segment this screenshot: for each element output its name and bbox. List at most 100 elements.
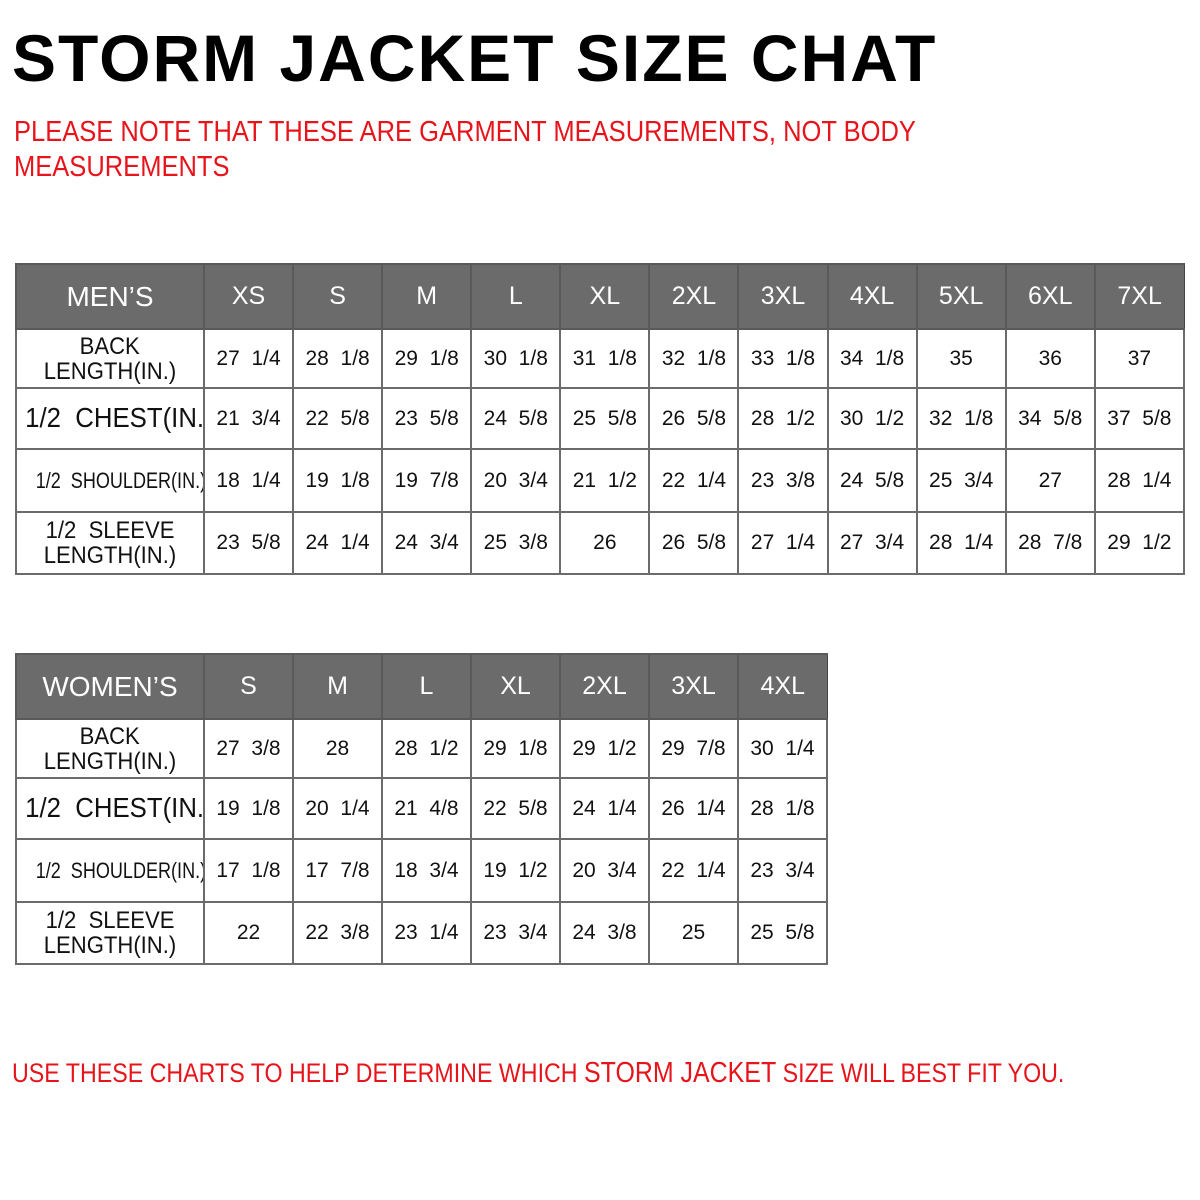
footer-note: USE THESE CHARTS TO HELP DETERMINE WHICH… (12, 1057, 1064, 1090)
measurement-value: 28 1/2 (381, 718, 472, 779)
measurement-value: 29 1/2 (1093, 511, 1186, 575)
measurement-value: 33 1/8 (737, 328, 829, 389)
measurement-value: 32 1/8 (915, 387, 1007, 450)
mens-header-row: MEN’S XS S M L XL 2XL 3XL 4XL 5XL 6XL 7XL (15, 263, 1185, 330)
size-header-l: L (381, 653, 472, 720)
measurement-value: 37 (1093, 328, 1186, 389)
measurement-label: 1/2 SHOULDER(IN.) (15, 838, 205, 903)
measurement-value: 21 3/4 (202, 387, 295, 450)
measurement-value: 25 5/8 (737, 901, 828, 965)
measurement-label-line-1: 1/2 CHEST(IN.) (25, 402, 204, 433)
size-header-xl: XL (470, 653, 561, 720)
measurement-label-line-1: BACK (79, 332, 141, 360)
measurement-value: 27 (1004, 448, 1096, 513)
measurement-value: 28 1/4 (915, 511, 1007, 575)
measurement-label-line-1: 1/2 SHOULDER(IN.) (35, 858, 204, 883)
size-header-m: M (381, 263, 472, 330)
measurement-value: 20 3/4 (559, 838, 650, 903)
measurement-label: 1/2 SLEEVE LENGTH(IN.) (15, 901, 205, 965)
measurement-row: 1/2 SLEEVE LENGTH(IN.) 22 22 3/8 23 1/4 23 3/… (15, 901, 828, 965)
measurement-value: 27 1/4 (202, 328, 295, 389)
measurement-value: 24 3/8 (559, 901, 650, 965)
measurement-value: 19 1/8 (203, 777, 294, 840)
size-header-2xl: 2XL (648, 263, 739, 330)
measurement-value: 25 3/8 (470, 511, 562, 575)
measurement-value: 22 5/8 (292, 387, 384, 450)
measurement-value: 22 3/8 (292, 901, 383, 965)
size-header-xs: XS (202, 263, 294, 330)
womens-header-row: WOMEN’S S M L XL 2XL 3XL 4XL (15, 653, 828, 720)
measurement-value: 27 1/4 (737, 511, 829, 575)
size-header-4xl: 4XL (737, 653, 828, 720)
measurement-value: 22 (203, 901, 294, 965)
measurement-value: 23 3/4 (737, 838, 828, 903)
measurement-value: 19 1/2 (470, 838, 561, 903)
size-header-4xl: 4XL (826, 263, 918, 330)
measurement-row: 1/2 CHEST(IN.) 19 1/8 20 1/4 21 4/8 22 5/8 24… (15, 777, 828, 840)
size-header-m: M (292, 653, 383, 720)
womens-size-table: WOMEN’S S M L XL 2XL 3XL 4XL BACK LENGTH(IN.) 27 3… (15, 653, 828, 965)
measurement-value: 31 1/8 (559, 328, 651, 389)
measurement-label-line-2: LENGTH(IN.) (43, 357, 177, 385)
measurement-row: 1/2 SLEEVE LENGTH(IN.) 23 5/8 24 1/4 24 3/4 2… (15, 511, 1186, 575)
size-header-7xl: 7XL (1093, 263, 1185, 330)
mens-table-title: MEN’S (15, 263, 205, 330)
measurement-value: 28 (292, 718, 383, 779)
womens-table-title: WOMEN’S (15, 653, 205, 720)
mens-size-table: MEN’S XS S M L XL 2XL 3XL 4XL 5XL 6XL 7XL BACK LENGTH… (15, 263, 1186, 575)
measurement-value: 26 5/8 (648, 511, 740, 575)
measurement-value: 27 3/8 (203, 718, 294, 779)
measurement-value: 24 1/4 (559, 777, 650, 840)
measurement-value: 28 1/2 (737, 387, 829, 450)
measurement-value: 23 5/8 (202, 511, 295, 575)
measurement-value: 28 1/4 (1093, 448, 1186, 513)
size-header-3xl: 3XL (737, 263, 829, 330)
measurement-label-line-1: 1/2 CHEST(IN.) (25, 792, 204, 823)
measurement-value: 25 (648, 901, 739, 965)
measurement-label: 1/2 SLEEVE LENGTH(IN.) (15, 511, 205, 575)
measurement-value: 30 1/8 (470, 328, 562, 389)
footer-brand: STORM JACKET (584, 1057, 777, 1089)
measurement-row: 1/2 SHOULDER(IN.) 18 1/4 19 1/8 19 7/8 20 3/… (15, 448, 1186, 513)
measurement-value: 21 4/8 (381, 777, 472, 840)
measurement-label-line-1: 1/2 SLEEVE (45, 517, 175, 544)
size-header-2xl: 2XL (559, 653, 650, 720)
measurement-value: 28 7/8 (1004, 511, 1096, 575)
measurement-value: 32 1/8 (648, 328, 740, 389)
measurement-value: 36 (1004, 328, 1096, 389)
measurement-label-line-2: LENGTH(IN.) (43, 542, 177, 569)
measurement-value: 29 1/2 (559, 718, 650, 779)
measurement-value: 22 1/4 (648, 448, 740, 513)
measurement-value: 35 (915, 328, 1007, 389)
measurement-value: 34 5/8 (1004, 387, 1096, 450)
measurement-value: 21 1/2 (559, 448, 651, 513)
measurement-label-line-1: BACK (79, 722, 141, 750)
measurement-value: 24 1/4 (292, 511, 384, 575)
measurement-value: 20 3/4 (470, 448, 562, 513)
measurement-label: 1/2 SHOULDER(IN.) (15, 448, 205, 513)
measurement-value: 23 1/4 (381, 901, 472, 965)
measurement-value: 25 3/4 (915, 448, 1007, 513)
measurement-label: 1/2 CHEST(IN.) (15, 387, 205, 450)
measurement-label: BACK LENGTH(IN.) (15, 718, 205, 779)
measurement-value: 24 5/8 (470, 387, 562, 450)
measurement-row: BACK LENGTH(IN.) 27 1/4 28 1/8 29 1/8 30 1/8 3… (15, 328, 1186, 389)
measurement-value: 19 7/8 (381, 448, 473, 513)
measurement-value: 23 3/4 (470, 901, 561, 965)
measurement-value: 26 5/8 (648, 387, 740, 450)
page-title: STORM JACKET SIZE CHAT (12, 21, 938, 95)
measurement-value: 28 1/8 (737, 777, 828, 840)
measurement-value: 20 1/4 (292, 777, 383, 840)
measurement-label: BACK LENGTH(IN.) (15, 328, 205, 389)
measurement-value: 17 7/8 (292, 838, 383, 903)
garment-note-line-1: PLEASE NOTE THAT THESE ARE GARMENT MEASU… (14, 116, 916, 148)
size-header-s: S (203, 653, 294, 720)
measurement-value: 19 1/8 (292, 448, 384, 513)
measurement-value: 37 5/8 (1093, 387, 1186, 450)
measurement-value: 24 5/8 (826, 448, 918, 513)
measurement-value: 24 3/4 (381, 511, 473, 575)
measurement-label-line-2: LENGTH(IN.) (43, 932, 177, 959)
measurement-label-line-1: 1/2 SLEEVE (45, 907, 175, 934)
size-header-xl: XL (559, 263, 650, 330)
measurement-value: 27 3/4 (826, 511, 918, 575)
